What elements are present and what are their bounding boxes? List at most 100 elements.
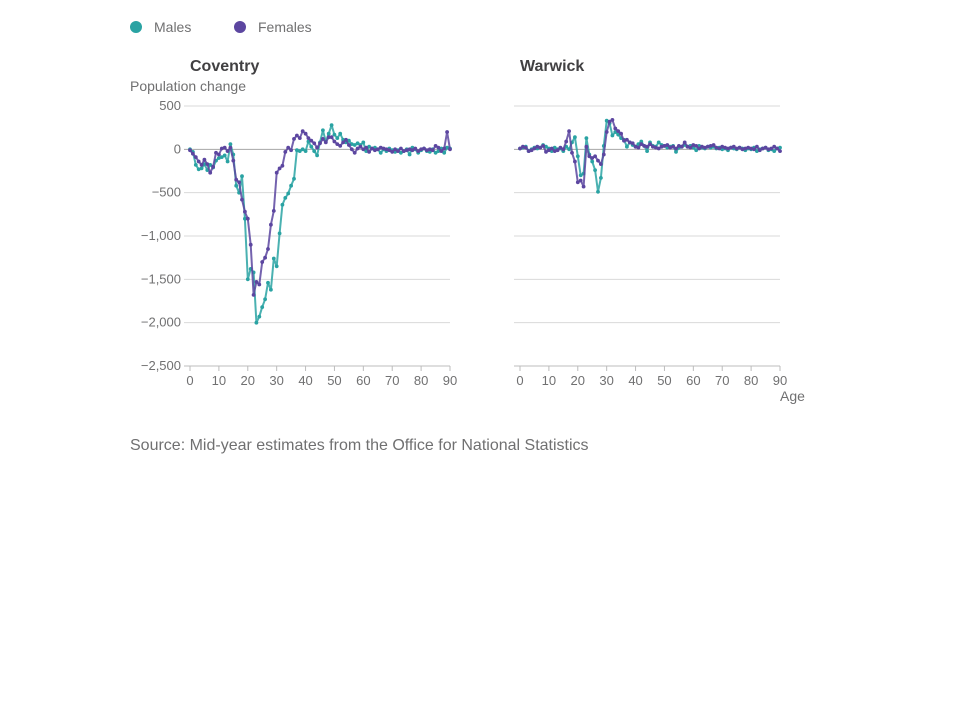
series-line (519, 118, 781, 188)
data-point (338, 131, 343, 136)
data-point (601, 152, 606, 157)
data-point (399, 146, 403, 151)
data-point (610, 118, 615, 122)
data-point (234, 177, 239, 182)
y-tick-label: −1,000 (141, 228, 181, 243)
data-point (266, 280, 270, 285)
data-point (573, 135, 577, 140)
data-point (613, 130, 618, 134)
data-point (312, 141, 317, 146)
legend-marker-males (130, 21, 142, 33)
data-point (427, 147, 432, 152)
data-point (599, 162, 603, 167)
data-point (196, 167, 201, 172)
data-point (300, 147, 305, 152)
legend-label-males: Males (154, 19, 191, 35)
data-point (541, 144, 545, 148)
data-point (352, 150, 357, 155)
data-point (193, 163, 198, 167)
data-point (222, 145, 227, 150)
data-point (430, 148, 435, 153)
series-line (519, 119, 781, 193)
x-tick-label: 20 (571, 373, 585, 388)
data-point (746, 145, 751, 150)
data-point (347, 143, 351, 147)
data-point (318, 141, 322, 146)
data-point (535, 144, 540, 149)
data-point (222, 153, 227, 158)
data-point (760, 146, 765, 151)
data-point (523, 145, 528, 150)
data-point (326, 135, 331, 140)
data-point (772, 144, 777, 149)
data-point (245, 277, 250, 282)
data-point (211, 164, 216, 169)
data-point (599, 176, 603, 180)
data-point (240, 174, 244, 179)
data-point (248, 242, 253, 247)
data-point (575, 180, 580, 185)
data-point (697, 146, 701, 151)
series-males-coventry (188, 123, 452, 325)
data-point (280, 202, 285, 207)
data-point (355, 141, 360, 146)
x-tick-label: 30 (269, 373, 283, 388)
series-females-warwick (518, 118, 782, 189)
y-tick-label: −1,500 (141, 271, 181, 286)
data-point (289, 148, 293, 153)
data-point (358, 144, 363, 149)
data-point (355, 146, 360, 151)
x-axis-label: Age (780, 388, 805, 404)
data-point (332, 132, 337, 137)
data-point (538, 145, 543, 150)
data-point (205, 162, 210, 167)
series-males-warwick (518, 118, 782, 194)
data-point (344, 137, 348, 142)
data-point (387, 148, 392, 153)
x-tick-label: 90 (443, 373, 457, 388)
data-point (616, 132, 621, 137)
data-point (384, 147, 389, 152)
x-tick-label: 20 (241, 373, 255, 388)
data-point (219, 155, 224, 160)
data-point (297, 136, 302, 141)
data-point (335, 136, 340, 141)
data-point (295, 133, 299, 138)
data-point (581, 184, 586, 189)
data-point (286, 145, 291, 150)
data-point (225, 149, 230, 154)
x-tick-label: 70 (715, 373, 729, 388)
data-point (338, 144, 343, 148)
data-point (254, 280, 259, 284)
data-point (404, 148, 409, 153)
data-point (769, 146, 774, 151)
data-point (367, 150, 371, 154)
data-point (729, 145, 733, 150)
data-point (407, 152, 412, 157)
data-point (257, 314, 262, 319)
data-point (214, 150, 218, 155)
data-point (425, 148, 429, 153)
data-point (627, 140, 632, 145)
data-point (416, 149, 421, 154)
data-point (228, 142, 233, 147)
data-point (619, 131, 623, 136)
data-point (752, 147, 756, 152)
data-point (593, 154, 597, 159)
data-point (593, 168, 597, 173)
data-point (442, 146, 447, 151)
data-point (266, 247, 270, 251)
data-point (549, 146, 554, 151)
data-point (370, 146, 374, 151)
data-point (636, 145, 641, 150)
data-point (396, 149, 400, 154)
data-point (778, 145, 782, 150)
data-point (700, 144, 704, 149)
legend: Males Females (130, 19, 312, 35)
data-point (217, 156, 221, 160)
data-point (442, 150, 447, 155)
data-point (645, 144, 649, 149)
data-point (564, 139, 569, 144)
